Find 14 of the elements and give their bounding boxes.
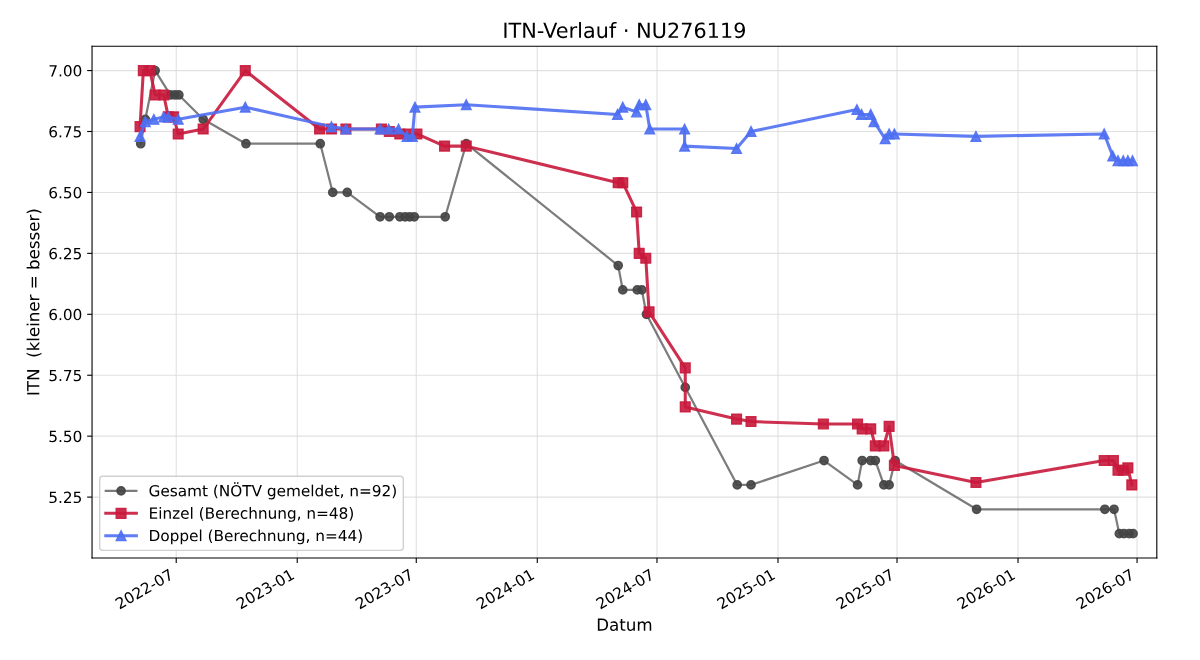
y-tick-label: 5.50 <box>49 430 82 443</box>
chart-title: ITN-Verlauf · NU276119 <box>504 22 745 39</box>
legend-label: Gesamt (NÖTV gemeldet, n=92) <box>149 482 396 500</box>
legend-label: Doppel (Berechnung, n=44) <box>150 529 362 545</box>
y-tick-label: 5.25 <box>49 491 81 504</box>
y-tick-label: 6.75 <box>49 125 81 138</box>
y-tick-label: 6.00 <box>49 308 82 321</box>
y-tick-label: 7.00 <box>49 65 82 77</box>
y-tick-label: 6.25 <box>49 247 81 260</box>
y-tick-label: 6.50 <box>49 186 82 199</box>
legend-label: Einzel (Berechnung, n=48) <box>150 507 353 522</box>
y-axis-title: ITN (kleiner = besser) <box>26 209 42 395</box>
x-axis-title: Datum <box>597 618 652 631</box>
y-tick-label: 5.75 <box>49 369 81 382</box>
